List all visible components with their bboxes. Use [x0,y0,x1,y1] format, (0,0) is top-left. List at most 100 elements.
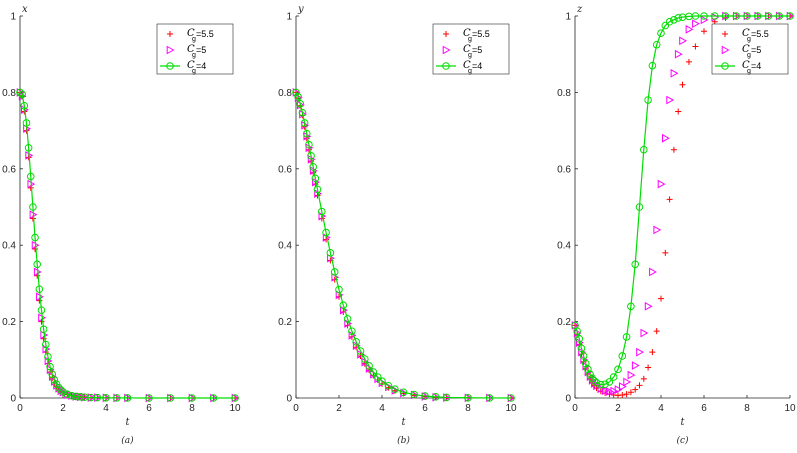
legend-label-value: =5 [751,45,761,55]
legend-label-subscript: g [192,36,196,43]
legend-marker [721,45,730,55]
data-point [593,381,602,391]
data-point [188,394,196,402]
data-point [692,19,700,28]
data-point [662,133,670,143]
data-point [627,389,634,396]
data-point [93,393,102,402]
x-tick-label: 6 [422,403,428,414]
data-point [112,394,121,402]
data-point [640,375,647,382]
data-point [365,362,373,370]
data-point [691,12,700,20]
legend-label-value: =5.5 [196,29,214,39]
data-point [743,12,751,20]
legend-label-prefix: C [463,28,471,39]
x-axis-title: t [125,417,130,428]
data-point [485,394,494,402]
x-tick-label: 2 [615,403,621,414]
data-point [652,40,661,49]
data-point [302,129,311,138]
data-point [597,384,606,394]
legend-label-subscript: g [468,68,472,75]
data-point [666,95,675,105]
data-point [410,390,419,399]
data-point [391,385,399,394]
data-point [636,347,645,357]
series-plus [293,89,514,401]
y-tick-label: 0.4 [557,241,571,252]
data-point [145,394,153,402]
data-point [584,365,592,374]
data-point [700,15,709,25]
series-line [19,91,235,399]
data-point [123,394,132,402]
data-point [373,373,382,381]
data-point [46,362,54,371]
legend-label-subscript: g [747,68,751,75]
data-point [666,196,673,203]
legend-label-subscript: g [747,36,751,43]
data-point [322,228,330,237]
x-tick-label: 10 [229,403,241,414]
legend-marker [167,31,173,37]
legend-label-prefix: C [187,28,195,39]
data-point [692,43,699,50]
data-point [339,301,348,309]
legend-label-subscript: g [468,36,472,43]
data-point [592,378,601,387]
data-point [586,370,594,379]
legend-label-value: =5.5 [751,29,769,39]
data-point [292,88,300,97]
series-line [574,15,790,386]
x-tick-label: 0 [572,403,578,414]
data-point [619,391,626,398]
y-tick-label: 0 [286,394,292,405]
data-point [657,29,665,37]
legend-marker [442,62,450,70]
data-point [670,16,678,24]
data-point [464,393,472,402]
legend-label-prefix: C [742,44,750,55]
data-point [57,386,65,394]
y-axis-title: y [297,4,304,15]
data-point [636,382,643,389]
data-point [665,17,674,26]
data-point [39,325,48,334]
legend-label-prefix: C [463,60,471,71]
data-point [649,349,656,356]
data-point [623,391,630,398]
data-point [601,386,610,396]
legend-label-subscript: g [468,52,472,59]
data-point [18,90,26,99]
legend-label-prefix: C [742,28,750,39]
data-point [653,225,662,235]
data-point [296,100,305,108]
data-point [16,88,24,97]
data-point [399,388,408,397]
legend-marker [443,31,449,37]
x-tick-label: 10 [784,403,796,414]
x-tick-label: 4 [658,403,664,414]
data-point [631,260,640,269]
caption: (c) [676,435,689,446]
data-point [431,393,440,401]
data-point [710,12,719,20]
data-point [356,347,365,355]
y-tick-label: 0.2 [278,317,292,328]
data-point [635,203,644,211]
data-point [384,381,393,390]
y-tick-label: 0.2 [2,317,16,328]
y-tick-label: 1 [10,12,16,23]
data-point [20,101,29,110]
legend: Cg=5.5Cg=5Cg=4 [711,23,789,75]
y-tick-label: 0 [10,394,16,405]
data-point [102,394,110,402]
data-point [618,352,627,360]
x-tick-label: 0 [293,403,299,414]
data-point [378,377,386,385]
legend-label-prefix: C [463,44,471,55]
legend-label-prefix: C [742,60,750,71]
